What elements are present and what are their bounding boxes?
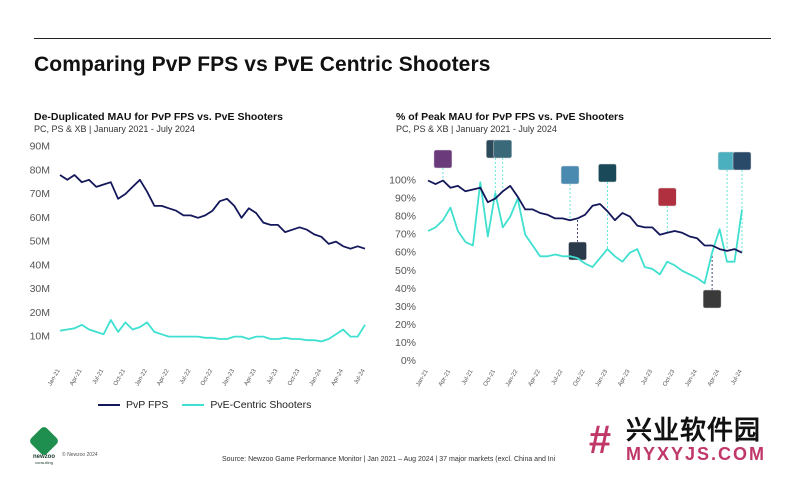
x-tick-label: Apr-23	[617, 368, 632, 387]
x-tick-label: Jul-22	[551, 368, 565, 386]
y-tick-label: 100%	[389, 175, 416, 187]
series-line	[427, 181, 743, 285]
y-tick-label: 20M	[30, 307, 50, 319]
x-tick-label: Jan-22	[505, 368, 520, 387]
game-cover-icon	[560, 165, 580, 185]
x-tick-label: Jul-24	[730, 368, 744, 386]
y-tick-label: 10%	[395, 337, 416, 349]
x-tick-label: Apr-21	[438, 368, 453, 387]
y-tick-label: 90M	[30, 141, 50, 153]
copyright: © Newzoo 2024	[62, 452, 98, 458]
y-tick-label: 80%	[395, 211, 416, 223]
hash-icon: #	[588, 418, 612, 462]
x-tick-label: Apr-22	[528, 368, 543, 387]
watermark-url: MYXYJS.COM	[626, 444, 767, 464]
series-line	[427, 179, 743, 254]
left-chart-title: De-Duplicated MAU for PvP FPS vs. PvE Sh…	[34, 111, 283, 123]
newzoo-logo: newzoo consulting	[28, 425, 60, 465]
y-tick-label: 70%	[395, 229, 416, 241]
x-tick-label: Apr-24	[707, 368, 722, 387]
x-tick-label: Jul-23	[641, 368, 655, 386]
y-tick-label: 60M	[30, 212, 50, 224]
x-tick-label: Jan-23	[595, 368, 610, 387]
game-cover-icon	[657, 187, 677, 207]
y-tick-label: 20%	[395, 319, 416, 331]
game-cover-icon	[702, 289, 722, 309]
watermark-cn: 兴业软件园	[626, 415, 762, 445]
x-tick-label: Oct-22	[573, 368, 588, 387]
newzoo-logo-mark	[28, 425, 60, 457]
y-tick-label: 80M	[30, 164, 50, 176]
x-tick-label: Oct-23	[662, 368, 677, 387]
page-title: Comparing PvP FPS vs PvE Centric Shooter…	[34, 53, 491, 76]
y-tick-label: 30%	[395, 301, 416, 313]
y-tick-label: 90%	[395, 193, 416, 205]
y-tick-label: 30M	[30, 283, 50, 295]
logo-tag: consulting	[34, 460, 53, 465]
y-tick-label: 50%	[395, 265, 416, 277]
watermark: # 兴业软件园 MYXYJS.COM	[578, 416, 766, 464]
y-tick-label: 70M	[30, 188, 50, 200]
y-tick-label: 10M	[30, 331, 50, 343]
logo-name: newzoo	[33, 454, 55, 460]
x-tick-label: Oct-21	[483, 368, 498, 387]
top-rule	[34, 38, 771, 39]
game-cover-icon	[493, 139, 513, 159]
game-cover-icon	[598, 163, 617, 183]
chart-legend: PvP FPS PvE-Centric Shooters	[98, 399, 311, 411]
right-chart-title: % of Peak MAU for PvP FPS vs. PvE Shoote…	[396, 111, 624, 123]
legend-label-pvp: PvP FPS	[126, 399, 169, 411]
y-tick-label: 40%	[395, 283, 416, 295]
source-note: Source: Newzoo Game Performance Monitor …	[222, 456, 556, 463]
y-tick-label: 0%	[401, 355, 416, 367]
series-line	[59, 319, 366, 343]
y-tick-label: 60%	[395, 247, 416, 259]
right-chart-subtitle: PC, PS & XB | January 2021 - July 2024	[396, 124, 557, 134]
x-tick-label: Jul-21	[461, 368, 475, 386]
x-tick-label: Jan-21	[415, 368, 430, 387]
y-tick-label: 50M	[30, 236, 50, 248]
game-cover-icon	[433, 149, 453, 169]
game-cover-icon	[732, 151, 752, 171]
left-chart-subtitle: PC, PS & XB | January 2021 - July 2024	[34, 124, 195, 134]
y-tick-label: 40M	[30, 259, 50, 271]
legend-swatch-pve	[182, 404, 205, 406]
legend-label-pve: PvE-Centric Shooters	[210, 399, 312, 411]
game-cover-icon	[568, 241, 587, 261]
legend-swatch-pvp	[98, 404, 120, 406]
x-tick-label: Jan-24	[684, 368, 699, 387]
series-line	[59, 174, 366, 250]
